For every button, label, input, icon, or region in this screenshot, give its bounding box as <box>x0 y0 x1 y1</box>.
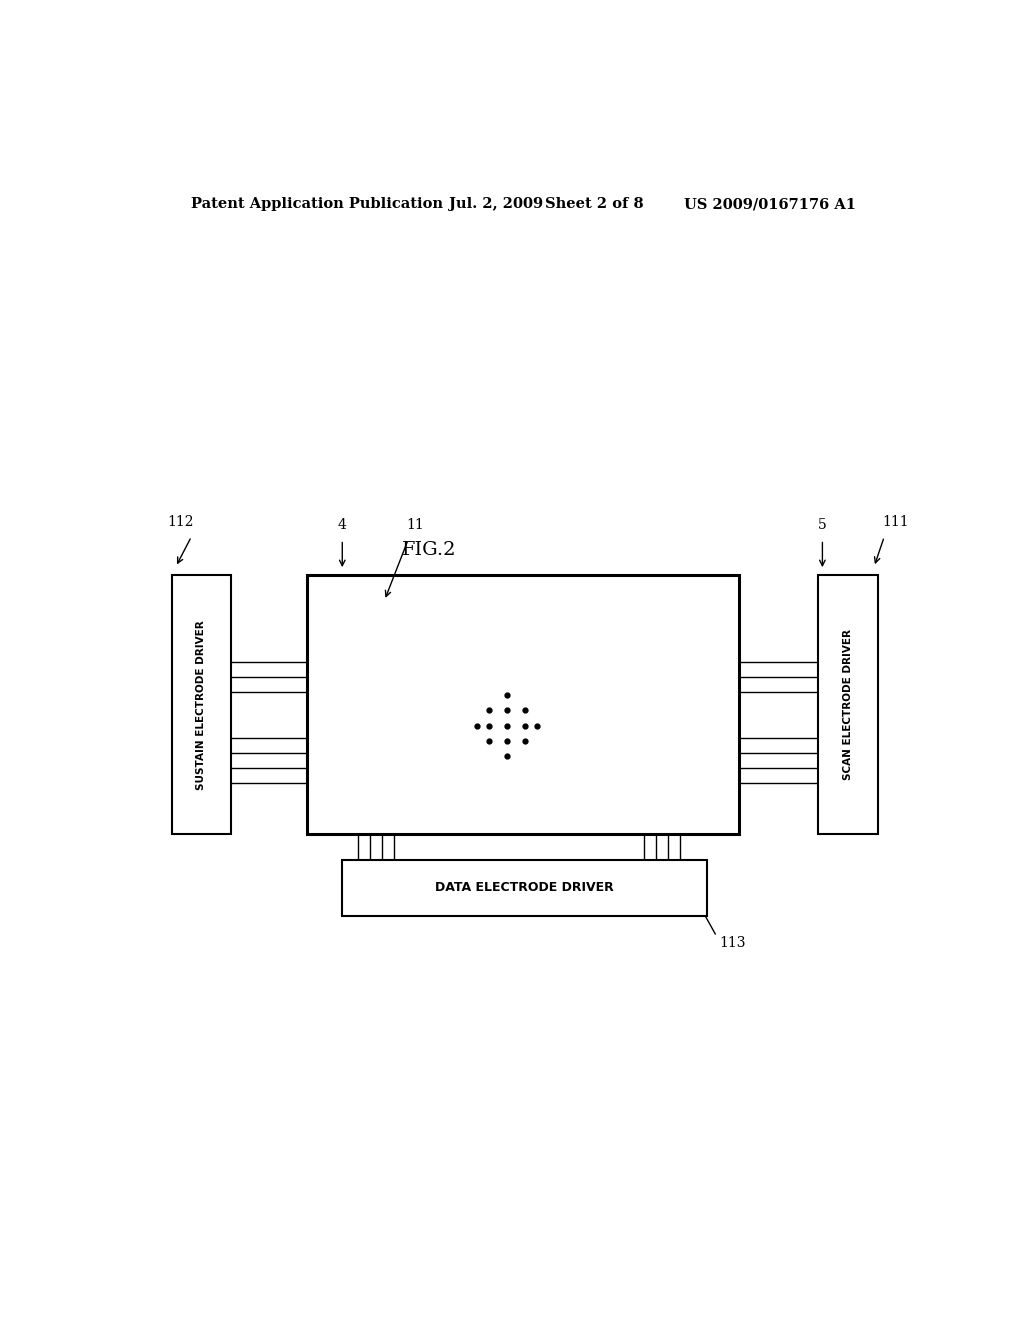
Text: FIG.2: FIG.2 <box>402 541 457 558</box>
Bar <box>342 859 708 916</box>
Text: US 2009/0167176 A1: US 2009/0167176 A1 <box>684 197 855 211</box>
Text: 4: 4 <box>338 519 347 532</box>
Text: 111: 111 <box>882 515 908 529</box>
Text: Sheet 2 of 8: Sheet 2 of 8 <box>545 197 643 211</box>
Bar <box>306 576 739 834</box>
Bar <box>818 576 878 834</box>
Text: 113: 113 <box>719 936 745 950</box>
Text: 11: 11 <box>406 519 424 532</box>
Text: 112: 112 <box>168 515 195 529</box>
Text: Jul. 2, 2009: Jul. 2, 2009 <box>450 197 544 211</box>
Text: 5: 5 <box>818 519 826 532</box>
Text: SCAN ELECTRODE DRIVER: SCAN ELECTRODE DRIVER <box>843 630 853 780</box>
Bar <box>172 576 231 834</box>
Text: DATA ELECTRODE DRIVER: DATA ELECTRODE DRIVER <box>435 882 614 894</box>
Text: SUSTAIN ELECTRODE DRIVER: SUSTAIN ELECTRODE DRIVER <box>197 620 207 789</box>
Text: Patent Application Publication: Patent Application Publication <box>191 197 443 211</box>
